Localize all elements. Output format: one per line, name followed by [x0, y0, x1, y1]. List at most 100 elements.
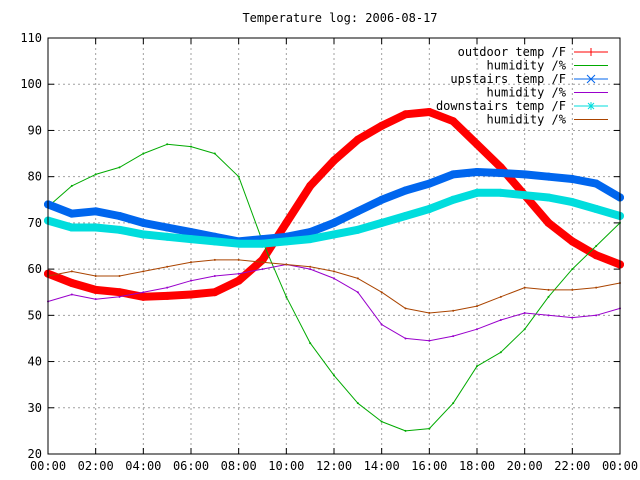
legend-label: humidity /%	[487, 113, 567, 127]
data-point	[190, 261, 192, 264]
data-point	[377, 121, 386, 130]
data-point	[118, 295, 121, 298]
data-point	[428, 339, 431, 342]
x-tick-label: 14:00	[364, 459, 400, 473]
legend-label: humidity /%	[487, 86, 567, 100]
data-point	[210, 237, 219, 246]
data-point	[499, 318, 502, 321]
data-point	[118, 166, 121, 169]
data-point	[496, 168, 505, 177]
data-point	[163, 223, 172, 232]
data-point	[118, 275, 121, 278]
data-point	[473, 188, 481, 197]
x-tick-label: 06:00	[173, 459, 209, 473]
data-point	[234, 239, 243, 248]
series-4	[44, 188, 624, 248]
data-point	[91, 207, 100, 216]
data-point	[544, 193, 553, 202]
data-point	[592, 205, 601, 214]
data-point	[285, 295, 288, 298]
data-point	[377, 218, 386, 227]
data-point	[476, 305, 478, 308]
y-tick-label: 60	[28, 262, 42, 276]
data-point	[285, 263, 288, 266]
series-layer	[44, 107, 624, 432]
data-point	[377, 195, 386, 204]
data-point	[70, 184, 73, 187]
x-tick-label: 08:00	[221, 459, 257, 473]
data-point	[115, 288, 124, 297]
y-tick-label: 80	[28, 170, 42, 184]
data-point	[428, 312, 431, 315]
data-point	[523, 312, 526, 315]
data-point	[306, 235, 315, 244]
data-point	[404, 429, 407, 432]
data-point	[70, 270, 73, 273]
data-point	[166, 143, 169, 146]
data-point	[568, 174, 577, 183]
data-point	[282, 218, 291, 227]
data-point	[309, 265, 312, 268]
data-point	[261, 268, 264, 271]
x-tick-label: 18:00	[459, 459, 495, 473]
data-point	[449, 117, 458, 126]
data-point	[401, 186, 410, 195]
data-point	[428, 427, 431, 430]
data-point	[547, 314, 550, 317]
data-point	[473, 140, 481, 149]
data-point	[261, 261, 264, 264]
data-point	[333, 270, 335, 273]
x-tick-label: 10:00	[268, 459, 304, 473]
data-point	[595, 314, 598, 317]
data-point	[499, 351, 502, 354]
data-point	[187, 290, 195, 299]
data-point	[401, 211, 410, 220]
data-point	[234, 276, 243, 285]
x-tick-label: 02:00	[78, 459, 114, 473]
x-tick-label: 04:00	[125, 459, 161, 473]
data-point	[380, 291, 383, 294]
data-point	[404, 337, 407, 340]
data-point	[425, 107, 434, 116]
data-point	[306, 228, 315, 237]
data-point	[401, 110, 410, 119]
data-point	[452, 309, 455, 312]
data-point	[544, 172, 553, 181]
legend-label: upstairs temp /F	[450, 72, 566, 86]
data-point	[330, 230, 338, 239]
data-point	[496, 188, 505, 197]
data-point	[91, 223, 100, 232]
x-tick-label: 00:00	[602, 459, 638, 473]
data-point	[309, 268, 312, 271]
x-tick-label: 00:00	[30, 459, 66, 473]
series-line	[47, 259, 621, 314]
legend-marker	[586, 74, 596, 84]
data-point	[213, 152, 216, 155]
data-point	[425, 205, 434, 214]
data-point	[237, 272, 240, 275]
data-point	[210, 288, 219, 297]
data-point	[190, 279, 192, 282]
data-point	[91, 285, 100, 294]
data-point	[547, 295, 550, 298]
data-point	[213, 275, 216, 278]
data-point	[67, 223, 76, 232]
data-point	[166, 265, 169, 268]
data-point	[142, 152, 145, 155]
data-point	[187, 228, 195, 237]
data-point	[571, 268, 574, 271]
data-point	[330, 156, 338, 165]
x-tick-label: 20:00	[507, 459, 543, 473]
data-point	[115, 225, 124, 234]
data-point	[595, 245, 598, 247]
data-point	[449, 170, 458, 179]
data-point	[190, 145, 192, 148]
data-point	[449, 195, 458, 204]
data-point	[452, 402, 455, 405]
data-point	[520, 170, 529, 179]
series-3	[47, 263, 621, 342]
data-point	[67, 209, 76, 218]
x-tick-label: 16:00	[411, 459, 447, 473]
data-point	[309, 342, 312, 345]
